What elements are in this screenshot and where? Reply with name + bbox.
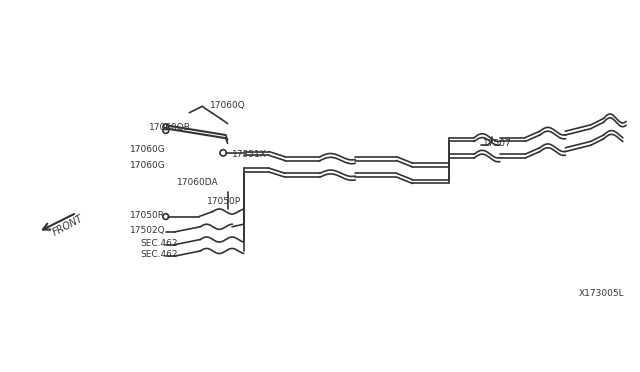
Text: 17060QB: 17060QB (149, 123, 191, 132)
Text: 17050P: 17050P (207, 198, 241, 206)
Text: SEC.462: SEC.462 (140, 239, 178, 248)
Text: SEC.462: SEC.462 (140, 250, 178, 259)
Text: X173005L: X173005L (579, 289, 625, 298)
Text: 17060Q: 17060Q (211, 100, 246, 109)
Text: FRONT: FRONT (51, 213, 85, 238)
Text: 17507: 17507 (483, 139, 512, 148)
Text: 17050R: 17050R (130, 211, 165, 220)
Text: 17351X: 17351X (227, 150, 267, 159)
Text: 17502Q: 17502Q (130, 226, 166, 235)
Text: 17060DA: 17060DA (177, 178, 219, 187)
Text: 17060G: 17060G (130, 161, 166, 170)
Text: 17060G: 17060G (130, 145, 166, 154)
